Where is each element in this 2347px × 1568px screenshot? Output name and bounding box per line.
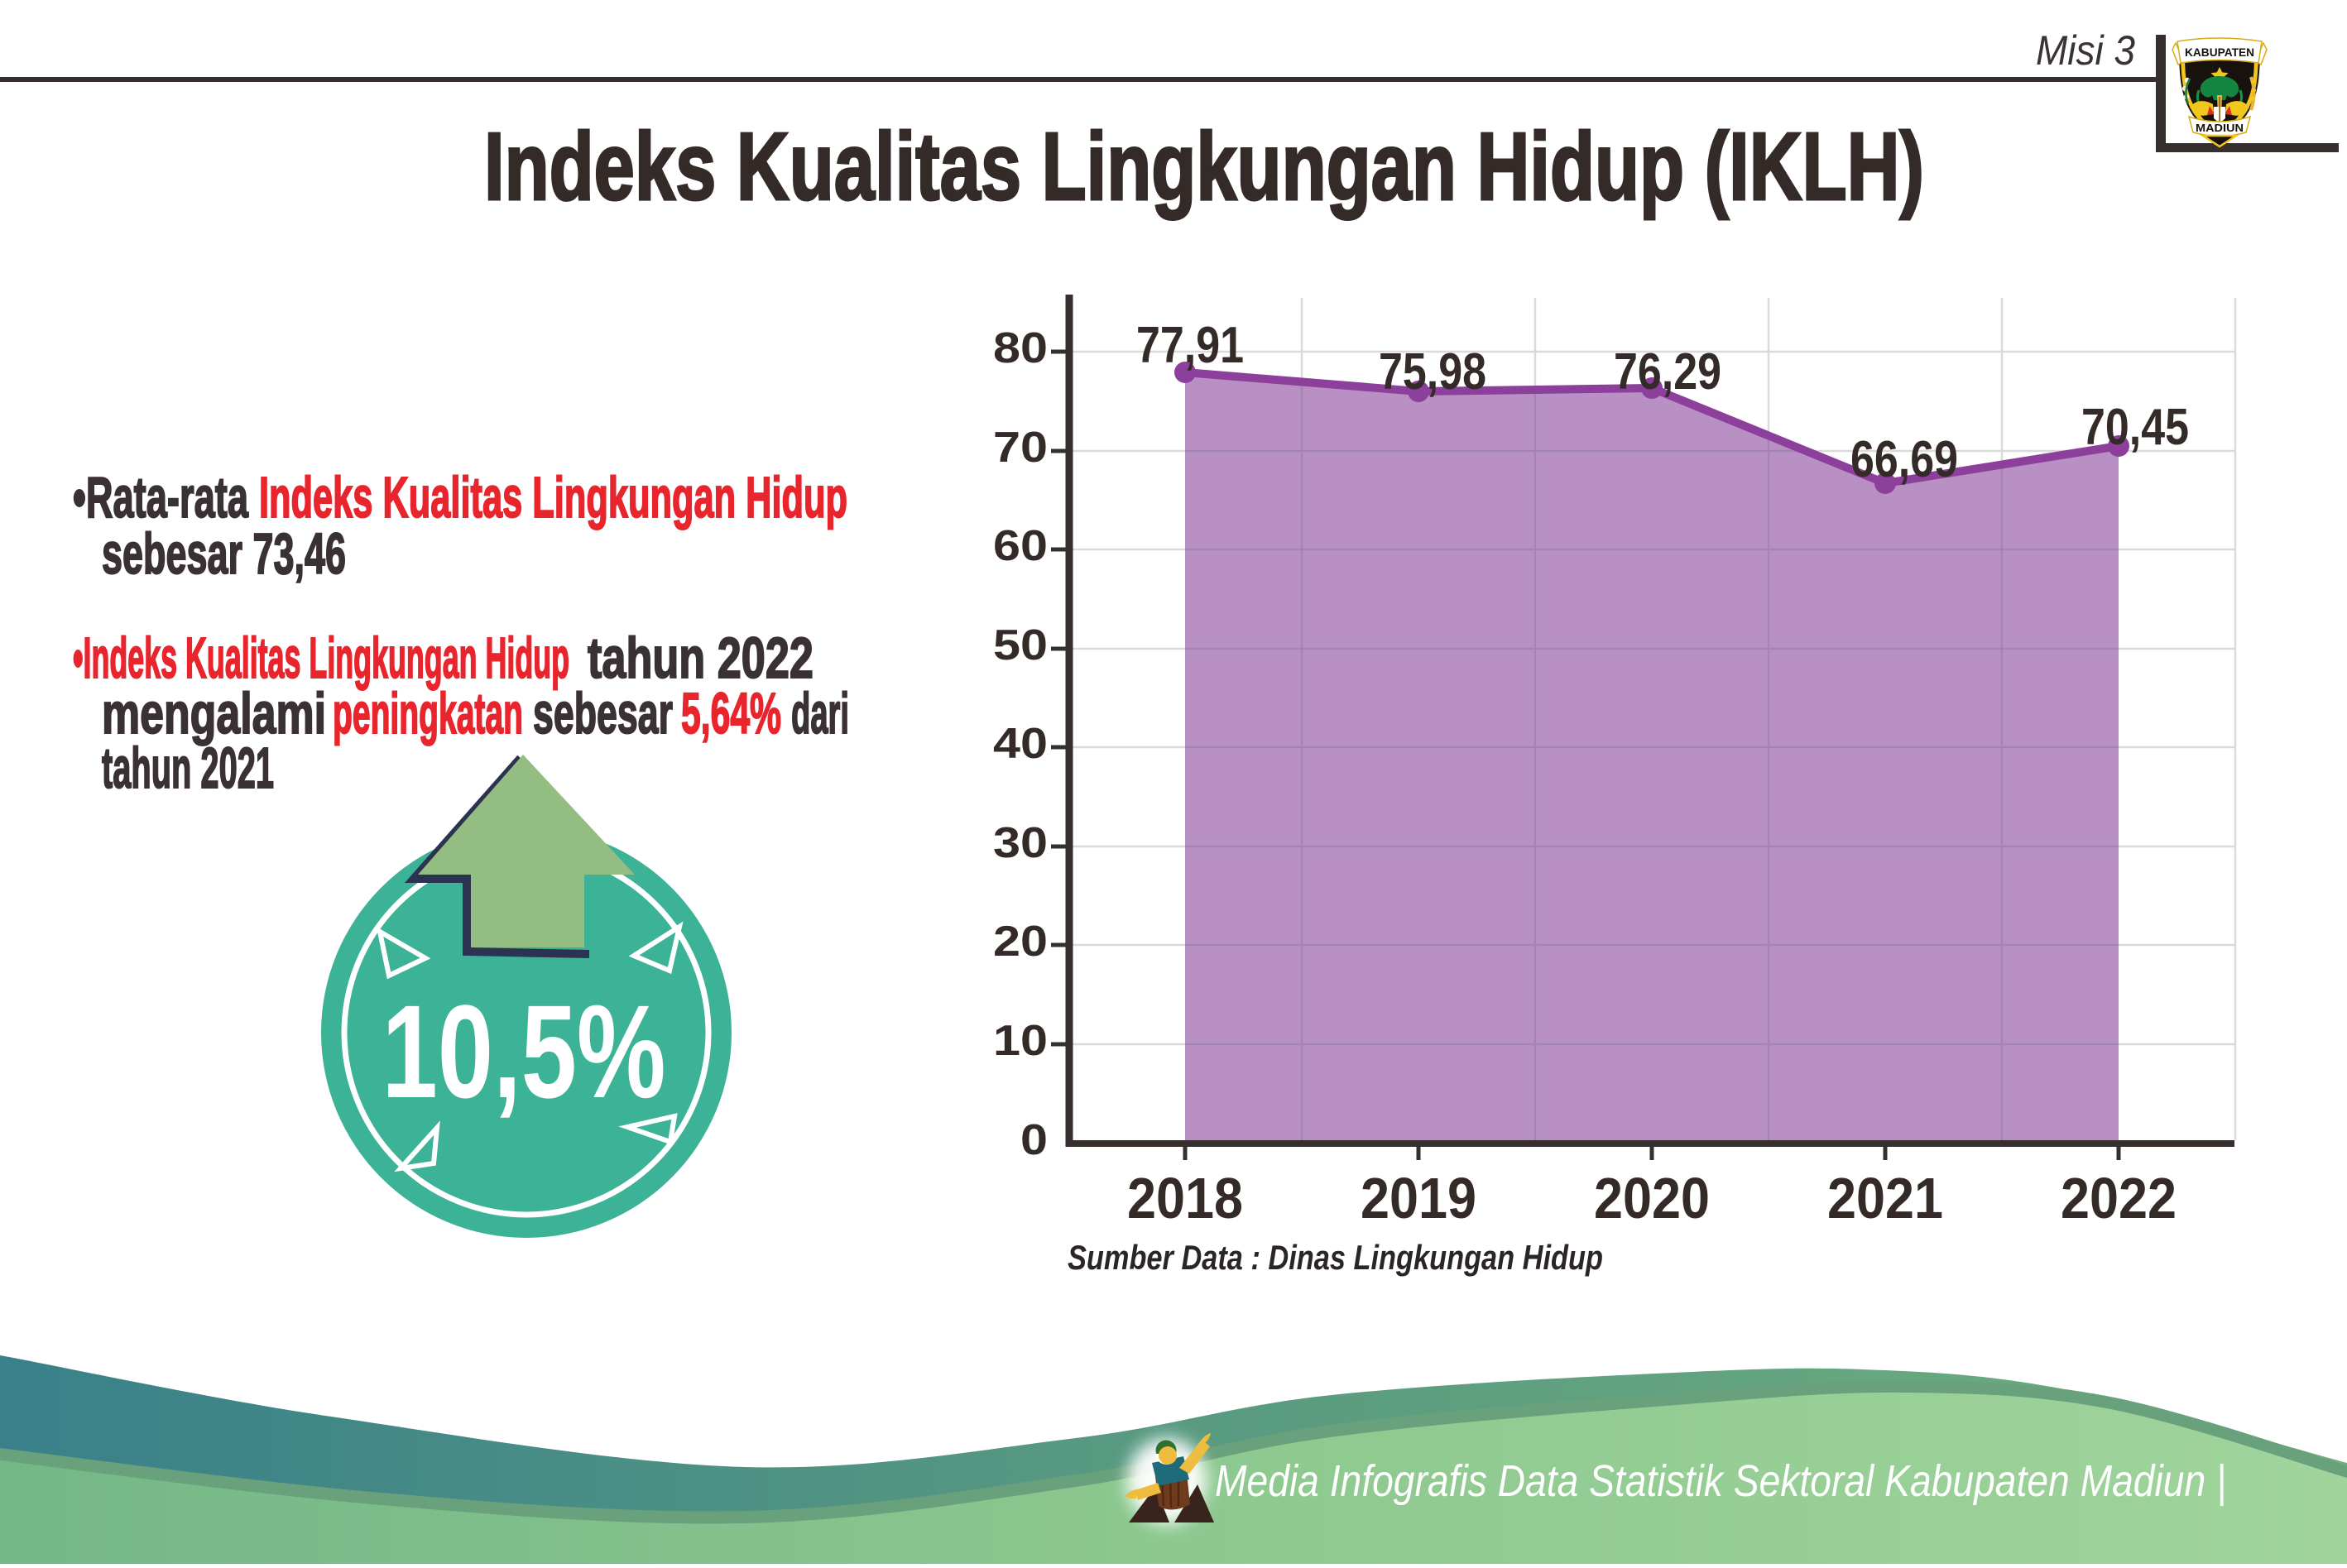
svg-text:70,45: 70,45 xyxy=(2081,399,2189,456)
svg-text:66,69: 66,69 xyxy=(1850,431,1958,488)
svg-text:Media Infografis Data Statisti: Media Infografis Data Statistik Sektoral… xyxy=(1215,1456,2226,1506)
svg-text:tahun 2021: tahun 2021 xyxy=(102,736,274,800)
svg-text:2021: 2021 xyxy=(1827,1166,1943,1230)
svg-text:0: 0 xyxy=(1020,1116,1048,1164)
svg-text:sebesar 73,46: sebesar 73,46 xyxy=(102,521,346,586)
svg-text:2018: 2018 xyxy=(1127,1166,1243,1230)
svg-text:sebesar: sebesar xyxy=(533,681,673,746)
svg-text:•Rata-rata: •Rata-rata xyxy=(73,465,249,530)
svg-text:2020: 2020 xyxy=(1594,1166,1710,1230)
svg-text:Indeks Kualitas Lingkungan Hid: Indeks Kualitas Lingkungan Hidup xyxy=(259,465,847,530)
svg-text:10: 10 xyxy=(993,1017,1048,1065)
svg-text:Indeks Kualitas Lingkungan Hid: Indeks Kualitas Lingkungan Hidup (IKLH) xyxy=(484,113,1924,220)
svg-text:mengalami: mengalami xyxy=(102,681,326,746)
svg-text:70: 70 xyxy=(993,424,1048,472)
svg-text:2022: 2022 xyxy=(2061,1166,2177,1230)
svg-text:2019: 2019 xyxy=(1361,1166,1476,1230)
svg-text:dari: dari xyxy=(791,681,849,746)
svg-text:77,91: 77,91 xyxy=(1136,317,1244,374)
svg-text:20: 20 xyxy=(993,918,1048,966)
svg-text:Sumber Data : Dinas Lingkungan: Sumber Data : Dinas Lingkungan Hidup xyxy=(1068,1238,1603,1277)
svg-text:tahun 2022: tahun 2022 xyxy=(588,626,814,690)
svg-text:5,64%: 5,64% xyxy=(681,681,781,746)
svg-text:76,29: 76,29 xyxy=(1614,343,1721,400)
svg-text:30: 30 xyxy=(993,819,1048,867)
svg-text:50: 50 xyxy=(993,621,1048,669)
svg-text:60: 60 xyxy=(993,522,1048,570)
svg-text:peningkatan: peningkatan xyxy=(333,681,523,746)
svg-text:•Indeks Kualitas Lingkungan Hi: •Indeks Kualitas Lingkungan Hidup xyxy=(73,626,569,690)
svg-text:Misi 3: Misi 3 xyxy=(2036,27,2135,74)
svg-text:10,5%: 10,5% xyxy=(382,977,666,1125)
svg-text:MADIUN: MADIUN xyxy=(2196,122,2244,134)
svg-text:KABUPATEN: KABUPATEN xyxy=(2185,46,2254,59)
svg-text:80: 80 xyxy=(993,324,1048,372)
svg-text:75,98: 75,98 xyxy=(1379,343,1486,400)
svg-text:40: 40 xyxy=(993,720,1048,768)
